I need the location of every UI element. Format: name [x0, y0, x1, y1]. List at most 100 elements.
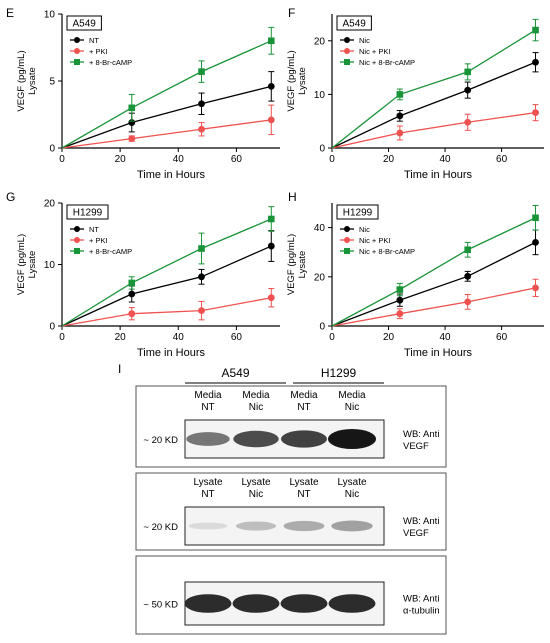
series-line	[61, 218, 272, 327]
data-point	[464, 118, 472, 126]
y-tick-label: 0	[319, 144, 325, 155]
chart-panel-H: H 0 20 40 60 0 20 40 Time in Hours VEGF (pg/mL) Ly…	[286, 190, 544, 359]
x-axis-label: Time in Hours	[404, 169, 473, 181]
legend-marker	[344, 248, 350, 254]
legend-marker	[344, 37, 350, 43]
lane-label: Lysate	[241, 477, 271, 488]
data-point	[532, 284, 539, 292]
y-tick-label: 20	[314, 272, 326, 283]
lane-label: Nic	[345, 402, 359, 413]
data-point	[396, 112, 404, 120]
marker-label: ~ 20 KD	[143, 435, 178, 446]
wb-antibody-label: VEGF	[403, 441, 429, 452]
data-point	[267, 116, 275, 124]
x-tick-label: 0	[59, 332, 65, 343]
x-tick-label: 0	[59, 154, 65, 165]
data-point	[396, 129, 404, 137]
blot-band	[328, 594, 376, 613]
chart-panel-F: F 0 20 40 60 0 10 20 Time in Hours VEGF (pg/mL) Ly…	[286, 6, 544, 181]
y-axis-label-2: Lysate	[297, 251, 308, 279]
panel-letter: E	[6, 6, 14, 20]
data-point	[464, 298, 472, 306]
data-point	[267, 294, 275, 302]
data-point	[532, 238, 539, 246]
series-line	[331, 29, 536, 149]
lane-label: Nic	[249, 402, 263, 413]
legend-label: + PKI	[89, 236, 108, 245]
lane-label: Media	[194, 390, 222, 401]
lane-label: Nic	[249, 489, 263, 500]
chart-panel-G: G 0 20 40 60 0 10 20 Time in Hours VEGF (pg/mL) Ly…	[6, 190, 280, 359]
western-blot-panel: I A549 H1299MediaNTMediaNicMediaNTMediaNic…	[118, 362, 447, 635]
legend-label: Nic + 8-Br-cAMP	[359, 247, 415, 256]
data-point	[128, 104, 136, 112]
blot-band	[328, 429, 376, 449]
chart-panel-E: E 0 20 40 60 0 5 10 Time in Hours VEGF (pg/mL) Lys…	[6, 6, 280, 181]
panel-letter: G	[6, 190, 15, 204]
data-point	[198, 68, 205, 75]
data-point	[464, 68, 471, 76]
data-point	[532, 214, 539, 222]
y-tick-label: 10	[314, 90, 326, 101]
marker-label: ~ 50 KD	[143, 600, 178, 611]
data-point	[198, 273, 205, 281]
lane-label: Media	[290, 390, 318, 401]
data-point	[267, 82, 275, 90]
legend-label: Nic	[359, 36, 370, 45]
wb-antibody-label: WB: Anti	[403, 516, 439, 527]
y-axis-label: VEGF (pg/mL)	[16, 50, 27, 111]
group-label: A549	[221, 366, 249, 380]
y-tick-label: 10	[44, 260, 56, 271]
wb-antibody-label: WB: Anti	[403, 429, 439, 440]
lane-label: Lysate	[337, 477, 367, 488]
legend-label: Nic + 8-Br-cAMP	[359, 58, 415, 67]
legend-marker	[344, 226, 350, 232]
cell-line-box	[336, 15, 372, 31]
data-point	[198, 307, 205, 315]
x-tick-label: 40	[440, 154, 452, 165]
data-point	[532, 26, 539, 34]
series-line	[61, 245, 272, 327]
y-axis-label: VEGF (pg/mL)	[286, 234, 297, 295]
y-axis-label-2: Lysate	[27, 67, 38, 95]
x-tick-label: 0	[329, 154, 335, 165]
lane-label: Lysate	[193, 477, 223, 488]
y-tick-label: 10	[44, 10, 56, 21]
y-tick-label: 20	[314, 36, 326, 47]
data-point	[267, 242, 275, 250]
series-line	[331, 61, 536, 149]
legend-marker	[74, 37, 80, 43]
blot-band	[186, 432, 230, 446]
x-tick-label: 20	[383, 332, 395, 343]
data-point	[198, 125, 205, 133]
y-tick-label: 0	[49, 322, 55, 333]
panel-letter: H	[288, 190, 297, 204]
data-point	[267, 215, 275, 223]
y-tick-label: 0	[49, 144, 55, 155]
y-axis-label: VEGF (pg/mL)	[16, 234, 27, 295]
wb-antibody-label: α-tubulin	[403, 606, 440, 617]
data-point	[128, 310, 136, 318]
x-tick-label: 20	[115, 332, 127, 343]
series-line	[331, 217, 536, 327]
legend-marker	[74, 59, 80, 65]
legend-label: Nic + PKI	[359, 236, 390, 245]
legend-marker	[74, 237, 80, 243]
legend-marker	[344, 237, 350, 243]
data-point	[532, 109, 539, 117]
x-tick-label: 20	[115, 154, 127, 165]
panel-letter: I	[118, 362, 121, 376]
x-tick-label: 60	[231, 332, 243, 343]
legend-label: + 8-Br-cAMP	[89, 58, 132, 67]
x-tick-label: 40	[440, 332, 452, 343]
blot-band	[283, 520, 325, 532]
data-point	[464, 86, 472, 94]
blot-band	[331, 520, 373, 532]
legend-label: NT	[89, 225, 99, 234]
series-line	[61, 297, 272, 327]
series-line	[61, 40, 272, 149]
lane-label: Media	[242, 390, 270, 401]
legend-label: + 8-Br-cAMP	[89, 247, 132, 256]
data-point	[396, 296, 404, 304]
